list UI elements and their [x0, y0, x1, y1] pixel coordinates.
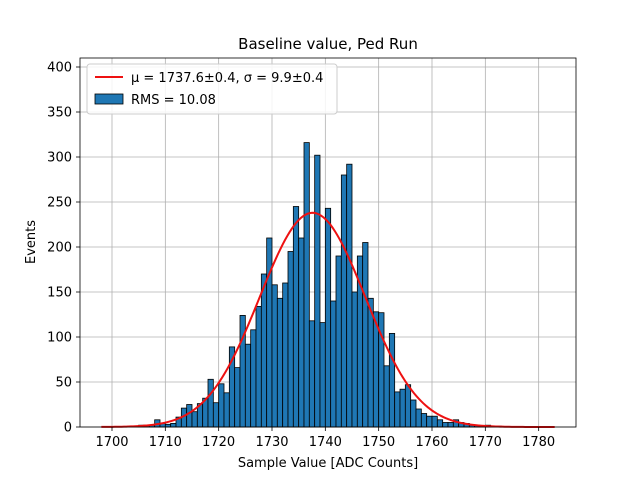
- histogram-bar: [431, 415, 438, 428]
- histogram-bar: [415, 408, 422, 428]
- x-tick-label: 1720: [202, 435, 235, 450]
- histogram-bar: [271, 284, 278, 428]
- plot-frame: [79, 57, 577, 428]
- x-tick-label: 1740: [309, 435, 342, 450]
- histogram-bar: [319, 322, 326, 428]
- x-tick-label: 1750: [362, 435, 395, 450]
- histogram-bar: [218, 383, 225, 428]
- histogram-bar: [298, 237, 305, 428]
- histogram-bar: [191, 411, 198, 428]
- histogram-bar: [207, 378, 214, 428]
- histogram-bar: [244, 343, 252, 428]
- histogram-bar: [362, 242, 369, 428]
- histogram-bar: [351, 291, 358, 428]
- x-axis-ticks: 1700 1710 1720 1730 1740 1750 1760 1770 1780: [95, 427, 555, 450]
- legend: μ = 1737.6±0.4, σ = 9.9±0.4 RMS = 10.08: [86, 63, 338, 115]
- histogram-bar: [335, 255, 342, 428]
- gaussian-fit-line: [101, 211, 555, 428]
- x-tick-label: 1770: [469, 435, 502, 450]
- histogram-bar: [399, 388, 406, 428]
- y-tick-label: 250: [47, 196, 72, 211]
- histogram-bar: [223, 392, 230, 428]
- histogram-bar: [346, 163, 353, 428]
- histogram-bar: [212, 402, 220, 428]
- histogram-bar: [303, 142, 310, 428]
- histogram-bar: [287, 251, 294, 428]
- histogram-bar: [276, 297, 284, 428]
- histogram-bar: [308, 320, 316, 428]
- histogram-bar: [292, 206, 300, 428]
- histogram-bar: [367, 297, 374, 428]
- histogram-bar: [340, 174, 348, 428]
- chart-title: Baseline value, Ped Run: [238, 35, 418, 53]
- legend-rms-swatch: [94, 93, 124, 105]
- y-tick-label: 150: [47, 286, 72, 301]
- histogram-bar: [186, 404, 193, 428]
- histogram-bar: [394, 391, 401, 428]
- y-tick-label: 100: [47, 331, 72, 346]
- histogram-bar: [250, 329, 257, 428]
- legend-rms-label: RMS = 10.08: [131, 93, 216, 108]
- histogram-bar: [234, 367, 241, 428]
- histogram-bar: [324, 207, 332, 428]
- histogram-bar: [436, 419, 444, 428]
- x-axis-title: Sample Value [ADC Counts]: [238, 456, 418, 471]
- histogram-bar: [164, 423, 172, 428]
- x-tick-label: 1700: [95, 435, 128, 450]
- histogram-bar: [404, 384, 412, 428]
- y-axis-ticks: 0 50 100 150 200 250 300 350 400: [47, 61, 80, 436]
- histogram-bar: [410, 399, 417, 428]
- legend-box: [86, 63, 338, 115]
- legend-fit-label: μ = 1737.6±0.4, σ = 9.9±0.4: [131, 71, 323, 86]
- histogram-bar: [266, 237, 273, 428]
- y-tick-label: 400: [47, 61, 72, 76]
- histogram-bar: [330, 300, 337, 428]
- histogram-bar: [383, 365, 390, 428]
- histogram-bar: [388, 332, 396, 428]
- histogram-bar: [426, 415, 433, 428]
- y-axis-title: Events: [24, 220, 39, 264]
- histogram-bar: [260, 273, 268, 428]
- histogram-bar: [282, 282, 289, 428]
- histogram-bar: [420, 413, 428, 428]
- x-tick-label: 1730: [255, 435, 288, 450]
- x-tick-label: 1710: [149, 435, 182, 450]
- y-tick-label: 50: [55, 376, 72, 391]
- y-tick-label: 350: [47, 106, 72, 121]
- histogram-bar: [447, 422, 454, 428]
- y-tick-label: 300: [47, 151, 72, 166]
- y-tick-label: 0: [64, 421, 72, 436]
- y-tick-label: 200: [47, 241, 72, 256]
- histogram-bar: [255, 305, 262, 428]
- histogram-bar: [314, 154, 321, 428]
- x-tick-label: 1760: [415, 435, 448, 450]
- histogram-bar: [442, 422, 449, 428]
- histogram-bar: [170, 422, 177, 428]
- x-tick-label: 1780: [522, 435, 555, 450]
